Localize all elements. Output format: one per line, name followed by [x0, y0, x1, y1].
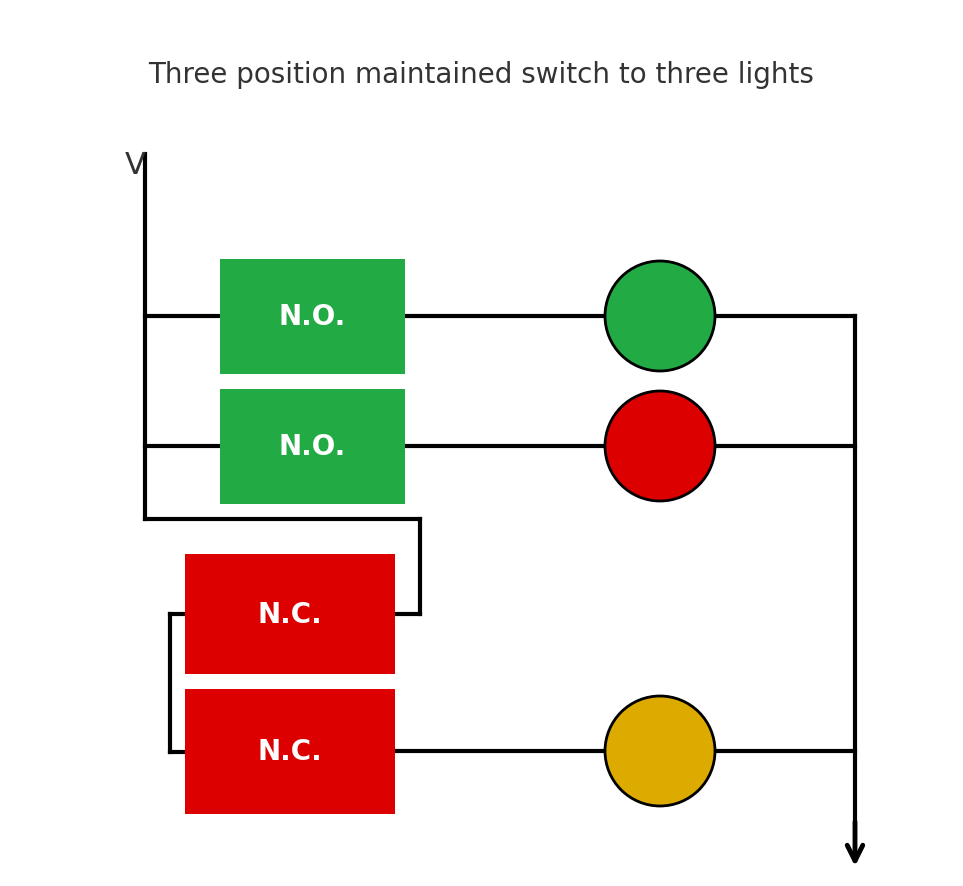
Text: N.C.: N.C. — [258, 601, 323, 628]
Text: N.O.: N.O. — [279, 433, 346, 461]
Text: Three position maintained switch to three lights: Three position maintained switch to thre… — [148, 61, 815, 89]
Bar — [185, 555, 395, 674]
Circle shape — [605, 392, 715, 501]
Text: V: V — [124, 151, 145, 179]
Bar — [185, 689, 395, 814]
Text: N.O.: N.O. — [279, 303, 346, 331]
Bar — [220, 260, 405, 375]
Bar — [220, 390, 405, 504]
Circle shape — [605, 696, 715, 806]
Circle shape — [605, 261, 715, 371]
Text: N.C.: N.C. — [258, 738, 323, 766]
